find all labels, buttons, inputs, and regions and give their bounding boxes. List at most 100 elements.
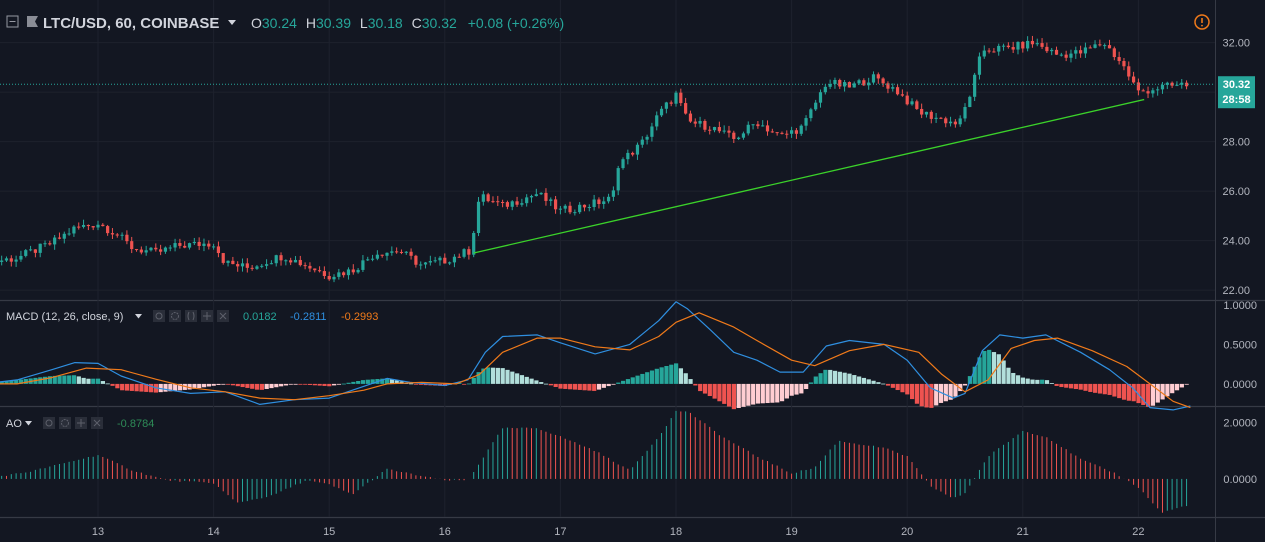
candle[interactable] (616, 165, 620, 196)
candle[interactable] (997, 43, 1001, 56)
candle[interactable] (525, 194, 529, 207)
candle[interactable] (1184, 80, 1189, 90)
candle[interactable] (274, 254, 278, 267)
candle[interactable] (236, 261, 240, 272)
candle[interactable] (563, 204, 567, 213)
plus-icon[interactable] (75, 417, 87, 429)
candle[interactable] (794, 128, 799, 139)
candle[interactable] (963, 103, 967, 122)
candle[interactable] (332, 274, 336, 283)
candle[interactable] (139, 246, 143, 255)
candle[interactable] (433, 256, 437, 263)
candle[interactable] (443, 253, 447, 264)
exclamation-circle-icon[interactable] (1194, 14, 1210, 30)
candle[interactable] (491, 196, 495, 204)
candle[interactable] (404, 251, 408, 255)
candle[interactable] (722, 125, 726, 134)
candle[interactable] (67, 228, 71, 236)
candle[interactable] (134, 248, 139, 252)
candle[interactable] (24, 249, 28, 258)
candle[interactable] (712, 126, 717, 133)
candle[interactable] (486, 192, 490, 203)
candle[interactable] (871, 71, 876, 85)
candle[interactable] (106, 224, 110, 236)
candle[interactable] (1079, 45, 1083, 58)
candle[interactable] (905, 91, 909, 106)
candle[interactable] (366, 256, 370, 261)
square-minus-icon[interactable] (6, 15, 19, 28)
candle[interactable] (1059, 52, 1063, 57)
candle[interactable] (741, 131, 746, 140)
candle[interactable] (317, 266, 322, 273)
candle[interactable] (1160, 81, 1165, 94)
candle[interactable] (28, 245, 33, 252)
candle[interactable] (481, 190, 485, 206)
candle[interactable] (727, 125, 731, 138)
candle[interactable] (457, 253, 461, 258)
candle[interactable] (1016, 41, 1020, 55)
candle[interactable] (790, 126, 794, 138)
gear-icon[interactable] (169, 310, 181, 322)
candle[interactable] (1045, 42, 1049, 54)
candle[interactable] (308, 262, 312, 272)
candle[interactable] (775, 132, 779, 136)
candle[interactable] (327, 271, 331, 281)
candle[interactable] (86, 224, 90, 231)
candle[interactable] (226, 260, 230, 267)
candle[interactable] (717, 121, 721, 134)
candle[interactable] (886, 81, 890, 94)
candle[interactable] (154, 243, 158, 252)
macd-pane[interactable] (0, 301, 1191, 411)
candle[interactable] (1054, 46, 1059, 55)
candle[interactable] (842, 79, 847, 92)
candle[interactable] (679, 88, 683, 107)
candle[interactable] (756, 121, 760, 129)
ao-pane[interactable] (1, 410, 1188, 513)
macd-title[interactable]: MACD (12, 26, close, 9) (6, 311, 123, 323)
candle[interactable] (606, 193, 611, 204)
candle[interactable] (987, 48, 991, 54)
caret-down-icon[interactable] (135, 314, 142, 319)
plus-icon[interactable] (201, 310, 213, 322)
candle[interactable] (895, 84, 900, 96)
candle[interactable] (337, 268, 341, 280)
candle[interactable] (255, 265, 259, 270)
candle[interactable] (0, 255, 4, 266)
candle[interactable] (414, 254, 418, 268)
candle[interactable] (110, 228, 115, 240)
candle[interactable] (1156, 86, 1160, 96)
candle[interactable] (1074, 46, 1078, 59)
candle[interactable] (645, 134, 649, 145)
candle[interactable] (423, 261, 428, 269)
candle[interactable] (149, 246, 153, 252)
candle[interactable] (920, 103, 924, 119)
candle[interactable] (621, 157, 625, 170)
candle[interactable] (207, 240, 211, 250)
candle[interactable] (534, 188, 538, 197)
candle[interactable] (828, 79, 832, 90)
candle[interactable] (173, 238, 177, 252)
candle[interactable] (370, 254, 375, 262)
candle[interactable] (1112, 46, 1116, 61)
candle[interactable] (1083, 42, 1088, 58)
candle[interactable] (1011, 41, 1015, 54)
candle[interactable] (81, 219, 86, 229)
trendline[interactable] (473, 98, 1145, 254)
candle[interactable] (284, 259, 288, 266)
candle[interactable] (982, 45, 986, 59)
candle[interactable] (293, 256, 298, 263)
candle[interactable] (361, 255, 365, 272)
candle[interactable] (1131, 71, 1136, 84)
flag-icon[interactable] (27, 16, 38, 27)
candle[interactable] (770, 128, 774, 133)
candle[interactable] (635, 142, 640, 160)
candle[interactable] (746, 121, 750, 136)
candle[interactable] (62, 231, 66, 244)
candle[interactable] (72, 225, 76, 237)
candle[interactable] (684, 97, 688, 115)
candle[interactable] (115, 232, 119, 238)
candle[interactable] (539, 192, 543, 195)
candle[interactable] (568, 201, 572, 215)
candle[interactable] (818, 89, 823, 108)
